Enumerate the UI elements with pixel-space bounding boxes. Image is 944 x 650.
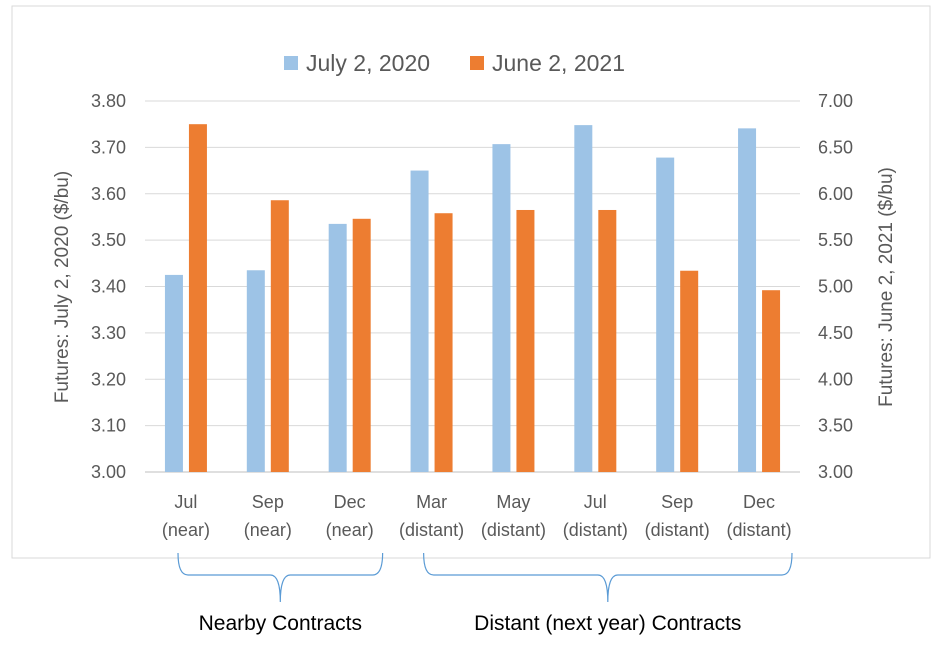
category-label-month: Dec xyxy=(743,492,775,512)
category-label-term: (distant) xyxy=(727,520,792,540)
bar-8-july-2-2020 xyxy=(738,128,757,472)
right-axis-ticks: 3.00 3.50 4.00 4.50 5.00 5.50 6.00 6.50 7.00 xyxy=(818,91,853,482)
bar-4-july-2-2020 xyxy=(410,170,429,472)
bar-6-june-2-2021 xyxy=(598,209,617,472)
left-tick-label: 3.20 xyxy=(91,369,126,389)
bar-2-july-2-2020 xyxy=(246,270,265,472)
bar-3-june-2-2021 xyxy=(352,218,371,472)
nearby-contracts-label: Nearby Contracts xyxy=(199,612,362,635)
category-label-term: (near) xyxy=(162,520,210,540)
contract-group-brackets: Nearby Contracts Distant (next year) Cont… xyxy=(177,552,793,635)
legend-swatch-july-2-2020 xyxy=(284,56,298,70)
bar-8-june-2-2021 xyxy=(762,290,781,472)
bar-5-july-2-2020 xyxy=(492,144,511,472)
category-label-month: Sep xyxy=(252,492,284,512)
distant-bracket xyxy=(423,552,793,603)
bars xyxy=(164,124,781,473)
right-tick-label: 5.00 xyxy=(818,277,853,297)
bar-4-june-2-2021 xyxy=(434,213,453,473)
left-axis-ticks: 3.00 3.10 3.20 3.30 3.40 3.50 3.60 3.70 3.80 xyxy=(91,91,126,482)
right-tick-label: 4.50 xyxy=(818,323,853,343)
category-label-term: (near) xyxy=(326,520,374,540)
right-tick-label: 3.00 xyxy=(818,462,853,482)
left-tick-label: 3.60 xyxy=(91,184,126,204)
left-tick-label: 3.50 xyxy=(91,230,126,250)
legend-label: July 2, 2020 xyxy=(306,50,430,76)
right-tick-label: 6.50 xyxy=(818,137,853,157)
category-label-term: (distant) xyxy=(563,520,628,540)
category-label-month: May xyxy=(496,492,530,512)
left-tick-label: 3.80 xyxy=(91,91,126,111)
left-tick-label: 3.00 xyxy=(91,462,126,482)
nearby-bracket xyxy=(177,552,384,603)
left-tick-label: 3.70 xyxy=(91,137,126,157)
category-label-month: Jul xyxy=(584,492,607,512)
category-labels: Jul (near) Sep (near) Dec (near) Mar (distant) M… xyxy=(162,492,792,540)
left-axis-title: Futures: July 2, 2020 ($/bu) xyxy=(52,171,73,403)
left-tick-label: 3.10 xyxy=(91,416,126,436)
chart-frame xyxy=(11,5,931,559)
category-label-term: (near) xyxy=(244,520,292,540)
bar-7-july-2-2020 xyxy=(656,157,675,472)
bar-1-june-2-2021 xyxy=(188,124,207,472)
right-axis-title: Futures: June 2, 2021 ($/bu) xyxy=(876,167,897,407)
category-label-month: Mar xyxy=(416,492,447,512)
category-label-month: Sep xyxy=(661,492,693,512)
category-label-term: (distant) xyxy=(481,520,546,540)
right-tick-label: 3.50 xyxy=(818,416,853,436)
left-tick-label: 3.40 xyxy=(91,277,126,297)
bar-2-june-2-2021 xyxy=(270,200,289,472)
right-tick-label: 4.00 xyxy=(818,369,853,389)
bar-3-july-2-2020 xyxy=(328,223,347,472)
category-label-term: (distant) xyxy=(645,520,710,540)
legend: July 2, 2020 June 2, 2021 xyxy=(284,50,625,76)
right-tick-label: 7.00 xyxy=(818,91,853,111)
legend-swatch-june-2-2021 xyxy=(470,56,484,70)
right-tick-label: 5.50 xyxy=(818,230,853,250)
category-label-term: (distant) xyxy=(399,520,464,540)
category-label-month: Jul xyxy=(174,492,197,512)
left-tick-label: 3.30 xyxy=(91,323,126,343)
bar-5-june-2-2021 xyxy=(516,209,535,472)
bar-1-july-2-2020 xyxy=(164,274,183,472)
distant-contracts-label: Distant (next year) Contracts xyxy=(474,612,741,635)
legend-label: June 2, 2021 xyxy=(492,50,625,76)
right-tick-label: 6.00 xyxy=(818,184,853,204)
bar-6-july-2-2020 xyxy=(574,125,593,473)
bar-7-june-2-2021 xyxy=(680,270,699,472)
category-label-month: Dec xyxy=(334,492,366,512)
